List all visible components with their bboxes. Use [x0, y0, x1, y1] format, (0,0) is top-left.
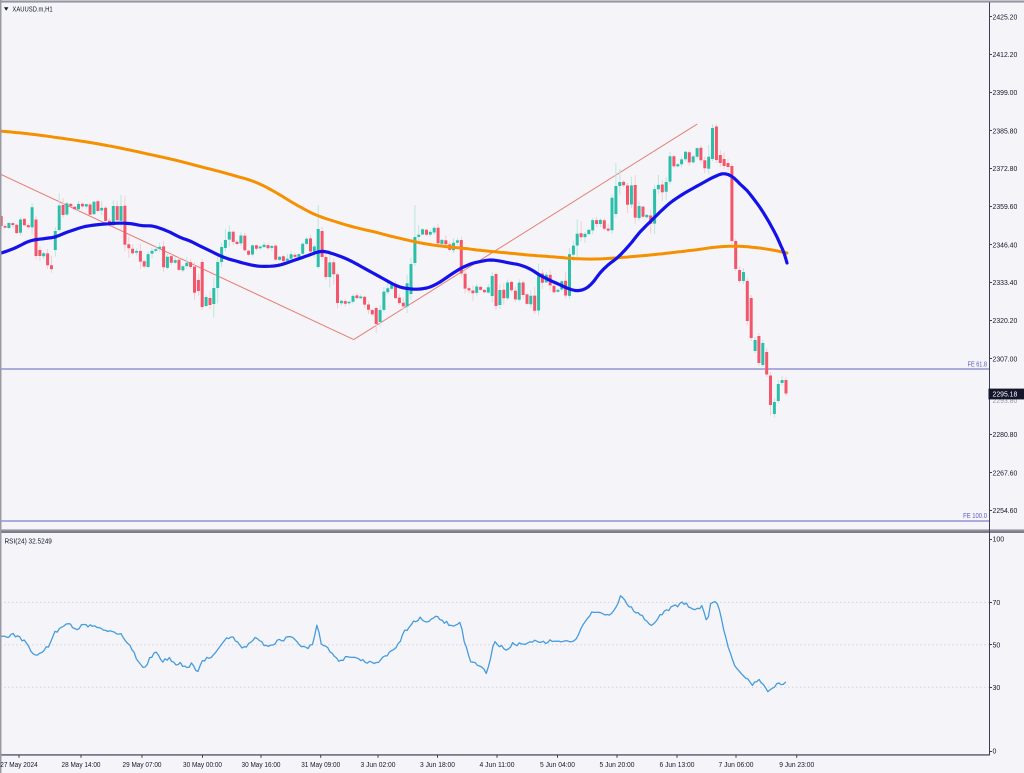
svg-text:XAUUSD.m,H1: XAUUSD.m,H1	[12, 4, 52, 13]
svg-text:2267.60: 2267.60	[993, 468, 1018, 477]
svg-text:2254.60: 2254.60	[993, 506, 1018, 515]
svg-text:30 May 16:00: 30 May 16:00	[242, 760, 281, 769]
svg-text:2412.20: 2412.20	[993, 50, 1018, 59]
svg-text:2307.00: 2307.00	[993, 354, 1018, 363]
svg-text:3 Jun 18:00: 3 Jun 18:00	[420, 760, 455, 769]
svg-text:2280.80: 2280.80	[993, 430, 1018, 439]
svg-text:FE 61.8: FE 61.8	[968, 362, 987, 369]
svg-text:FE 100.0: FE 100.0	[963, 513, 987, 520]
svg-text:70: 70	[993, 598, 1001, 607]
svg-text:RSI(24) 32.5249: RSI(24) 32.5249	[5, 536, 52, 545]
svg-text:28 May 14:00: 28 May 14:00	[62, 760, 101, 769]
svg-text:9 Jun 23:00: 9 Jun 23:00	[779, 760, 814, 769]
svg-text:2295.18: 2295.18	[993, 390, 1018, 399]
svg-text:2372.80: 2372.80	[993, 164, 1018, 173]
svg-text:30: 30	[993, 683, 1001, 692]
svg-text:6 Jun 13:00: 6 Jun 13:00	[660, 760, 695, 769]
svg-text:5 Jun 20:00: 5 Jun 20:00	[600, 760, 635, 769]
svg-text:2293.80: 2293.80	[993, 396, 1018, 405]
svg-text:2385.80: 2385.80	[993, 126, 1018, 135]
svg-text:27 May 2024: 27 May 2024	[0, 760, 37, 769]
svg-text:5 Jun 04:00: 5 Jun 04:00	[540, 760, 575, 769]
svg-text:29 May 07:00: 29 May 07:00	[123, 760, 162, 769]
svg-text:50: 50	[993, 641, 1001, 650]
svg-text:2425.20: 2425.20	[993, 12, 1018, 21]
svg-text:100: 100	[993, 535, 1005, 544]
svg-text:0: 0	[993, 747, 997, 756]
svg-text:2359.60: 2359.60	[993, 202, 1018, 211]
svg-text:31 May 09:00: 31 May 09:00	[301, 760, 340, 769]
svg-text:2333.40: 2333.40	[993, 278, 1018, 287]
svg-text:2346.40: 2346.40	[993, 240, 1018, 249]
svg-text:7 Jun 06:00: 7 Jun 06:00	[719, 760, 754, 769]
svg-text:2399.00: 2399.00	[993, 88, 1018, 97]
svg-text:3 Jun 02:00: 3 Jun 02:00	[361, 760, 396, 769]
svg-text:4 Jun 11:00: 4 Jun 11:00	[480, 760, 515, 769]
svg-text:30 May 00:00: 30 May 00:00	[183, 760, 222, 769]
svg-text:2320.20: 2320.20	[993, 316, 1018, 325]
